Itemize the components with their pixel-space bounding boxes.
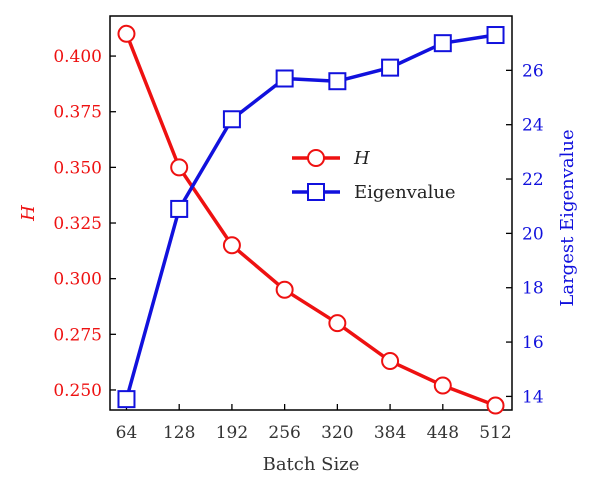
left-tick-label: 0.275 (53, 325, 102, 345)
left-tick-label: 0.300 (53, 270, 102, 290)
x-tick-label: 64 (116, 423, 138, 443)
x-tick-label: 384 (374, 423, 406, 443)
right-tick-label: 24 (522, 116, 544, 136)
data-point-eigenvalue (222, 110, 241, 129)
right-tick-label: 16 (522, 333, 544, 353)
data-point-eigenvalue (117, 390, 136, 409)
data-point-eigenvalue (275, 69, 294, 88)
series-layer (117, 24, 505, 415)
legend-label-eigenvalue: Eigenvalue (354, 182, 456, 203)
right-tick-label: 20 (522, 224, 544, 244)
data-point-eigenvalue (170, 199, 189, 218)
data-point-h (381, 352, 400, 371)
data-point-h (117, 24, 136, 43)
x-tick-label: 448 (427, 423, 459, 443)
x-tick-label: 192 (216, 423, 248, 443)
legend-marker-eigenvalue (307, 183, 325, 201)
data-point-h (328, 314, 347, 333)
right-axis-ticks: 14 16 18 20 22 24 26 (506, 61, 544, 407)
legend: H Eigenvalue (292, 148, 456, 203)
right-tick-label: 14 (522, 387, 544, 407)
left-tick-label: 0.375 (53, 103, 102, 123)
right-axis-title: Largest Eigenvalue (557, 129, 578, 306)
left-tick-label: 0.350 (53, 158, 102, 178)
plot-frame (109, 15, 513, 411)
x-tick-label: 320 (321, 423, 353, 443)
x-axis-ticks: 64 128 192 256 320 384 448 512 (116, 404, 512, 443)
data-point-h (222, 236, 241, 255)
left-tick-label: 0.325 (53, 214, 102, 234)
x-tick-label: 512 (479, 423, 511, 443)
legend-marker-h (307, 149, 325, 167)
x-axis-title: Batch Size (263, 454, 360, 475)
right-tick-label: 26 (522, 61, 544, 81)
left-tick-label: 0.250 (53, 381, 102, 401)
data-point-eigenvalue (328, 72, 347, 91)
legend-label-h: H (353, 148, 370, 169)
data-point-h (433, 376, 452, 395)
left-axis-title: H (18, 205, 39, 222)
right-tick-label: 18 (522, 279, 544, 299)
data-point-h (486, 396, 505, 415)
data-point-h (275, 280, 294, 299)
x-tick-label: 256 (268, 423, 300, 443)
data-point-eigenvalue (433, 34, 452, 53)
data-point-eigenvalue (486, 26, 505, 45)
data-point-eigenvalue (381, 58, 400, 77)
right-tick-label: 22 (522, 170, 544, 190)
series-line-h (124, 33, 497, 408)
data-point-h (170, 158, 189, 177)
x-tick-label: 128 (163, 423, 195, 443)
left-axis-ticks: 0.250 0.275 0.300 0.325 0.350 0.375 0.400 (53, 47, 116, 401)
left-tick-label: 0.400 (53, 47, 102, 67)
